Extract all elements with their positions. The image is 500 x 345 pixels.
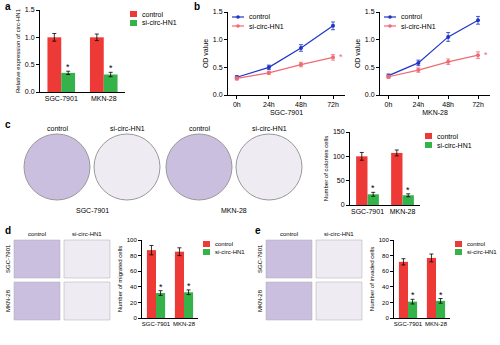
svg-text:control: control xyxy=(280,231,298,237)
svg-text:1.0: 1.0 xyxy=(213,36,223,43)
svg-text:OD value: OD value xyxy=(202,39,209,68)
svg-text:OD value: OD value xyxy=(354,39,361,68)
svg-text:MKN-28: MKN-28 xyxy=(221,207,247,214)
svg-text:*: * xyxy=(109,63,113,73)
svg-text:SGC-7901: SGC-7901 xyxy=(76,207,109,214)
svg-text:control: control xyxy=(215,241,233,247)
svg-text:0h: 0h xyxy=(233,101,241,108)
svg-text:1.5: 1.5 xyxy=(25,6,35,13)
svg-text:MKN-28: MKN-28 xyxy=(422,109,448,116)
svg-text:48h: 48h xyxy=(295,101,307,108)
svg-text:e: e xyxy=(255,225,261,236)
svg-text:SGC-7901: SGC-7901 xyxy=(394,321,423,327)
svg-text:60: 60 xyxy=(130,268,137,274)
svg-text:72h: 72h xyxy=(327,101,339,108)
svg-text:MKN-28: MKN-28 xyxy=(390,208,416,215)
svg-text:0.5: 0.5 xyxy=(213,64,223,71)
svg-text:80: 80 xyxy=(382,253,389,259)
svg-text:1.0: 1.0 xyxy=(25,34,35,41)
svg-text:SGC-7901: SGC-7901 xyxy=(142,321,171,327)
svg-text:24h: 24h xyxy=(263,101,275,108)
svg-text:a: a xyxy=(5,1,11,12)
svg-text:Number of colonies cells: Number of colonies cells xyxy=(323,136,329,201)
svg-text:si-circ-HN1: si-circ-HN1 xyxy=(437,142,472,149)
svg-text:si-circ-HN1: si-circ-HN1 xyxy=(249,23,284,30)
svg-text:24h: 24h xyxy=(412,101,424,108)
svg-text:*: * xyxy=(159,282,163,292)
svg-text:control: control xyxy=(189,125,210,132)
svg-text:*: * xyxy=(484,50,488,60)
svg-text:SGC-7901: SGC-7901 xyxy=(5,244,11,273)
svg-text:si-circ-HN1: si-circ-HN1 xyxy=(72,231,102,237)
svg-text:80: 80 xyxy=(130,253,137,259)
svg-text:control: control xyxy=(47,125,68,132)
svg-text:control: control xyxy=(249,13,270,20)
svg-text:si-circ-HN1: si-circ-HN1 xyxy=(142,19,177,26)
svg-text:1.5: 1.5 xyxy=(365,8,375,15)
svg-text:*: * xyxy=(411,290,415,300)
svg-text:0.0: 0.0 xyxy=(213,91,223,98)
svg-text:SGC-7901: SGC-7901 xyxy=(257,244,263,273)
svg-text:0.5: 0.5 xyxy=(365,64,375,71)
svg-text:20: 20 xyxy=(130,300,137,306)
svg-text:control: control xyxy=(142,11,163,18)
svg-text:100: 100 xyxy=(333,153,345,160)
svg-text:Number of migrated cells: Number of migrated cells xyxy=(117,246,123,313)
svg-text:control: control xyxy=(28,231,46,237)
svg-text:control: control xyxy=(467,241,485,247)
svg-text:MKN-28: MKN-28 xyxy=(5,289,11,312)
svg-text:50: 50 xyxy=(337,177,345,184)
svg-text:*: * xyxy=(439,290,443,300)
svg-text:48h: 48h xyxy=(442,101,454,108)
svg-text:40: 40 xyxy=(130,284,137,290)
svg-text:72h: 72h xyxy=(472,101,484,108)
svg-text:MKN-28: MKN-28 xyxy=(257,289,263,312)
svg-text:*: * xyxy=(339,52,343,62)
svg-text:100: 100 xyxy=(127,237,138,243)
svg-text:SGC-7901: SGC-7901 xyxy=(351,208,384,215)
svg-text:MKN-28: MKN-28 xyxy=(91,95,117,102)
svg-text:si-circ-HN1: si-circ-HN1 xyxy=(215,249,245,255)
svg-text:0: 0 xyxy=(385,315,389,321)
svg-text:si-circ-HN1: si-circ-HN1 xyxy=(401,23,436,30)
svg-text:*: * xyxy=(406,185,410,195)
svg-text:d: d xyxy=(5,225,11,236)
svg-text:*: * xyxy=(371,183,375,193)
svg-text:20: 20 xyxy=(382,300,389,306)
svg-text:Relative expression of circ-HN: Relative expression of circ-HN1 xyxy=(15,8,21,93)
svg-text:0.0: 0.0 xyxy=(25,88,35,95)
svg-text:si-circ-HN1: si-circ-HN1 xyxy=(324,231,354,237)
svg-text:1.0: 1.0 xyxy=(365,36,375,43)
svg-text:100: 100 xyxy=(379,237,390,243)
svg-text:MKN-28: MKN-28 xyxy=(173,321,196,327)
svg-text:c: c xyxy=(5,119,11,130)
svg-text:b: b xyxy=(194,1,200,12)
svg-text:*: * xyxy=(66,62,70,72)
svg-text:si-circ-HN1: si-circ-HN1 xyxy=(252,125,287,132)
svg-text:control: control xyxy=(401,13,422,20)
svg-text:MKN-28: MKN-28 xyxy=(425,321,448,327)
svg-text:0.0: 0.0 xyxy=(365,91,375,98)
svg-text:150: 150 xyxy=(333,128,345,135)
svg-text:0.5: 0.5 xyxy=(25,61,35,68)
svg-text:si-circ-HN1: si-circ-HN1 xyxy=(110,125,145,132)
svg-text:0h: 0h xyxy=(385,101,393,108)
svg-text:*: * xyxy=(187,281,191,291)
svg-text:si-circ-HN1: si-circ-HN1 xyxy=(467,249,497,255)
svg-text:0: 0 xyxy=(341,201,345,208)
svg-text:control: control xyxy=(437,133,458,140)
svg-text:60: 60 xyxy=(382,268,389,274)
svg-text:1.5: 1.5 xyxy=(213,8,223,15)
svg-text:Number of invaded cells: Number of invaded cells xyxy=(369,247,375,311)
svg-text:SGC-7901: SGC-7901 xyxy=(45,95,78,102)
svg-text:SGC-7901: SGC-7901 xyxy=(270,109,303,116)
svg-text:40: 40 xyxy=(382,284,389,290)
svg-text:0: 0 xyxy=(133,315,137,321)
